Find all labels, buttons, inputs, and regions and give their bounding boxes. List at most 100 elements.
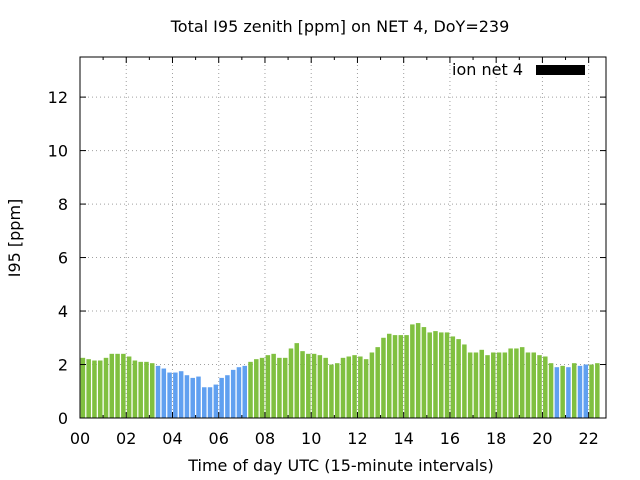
bar [589, 364, 594, 418]
y-tick-label: 2 [58, 356, 68, 375]
y-tick-label: 10 [48, 142, 68, 161]
legend-label: ion net 4 [452, 60, 523, 79]
x-tick-label: 00 [70, 429, 90, 448]
bar [207, 387, 213, 418]
x-tick-label: 18 [486, 429, 506, 448]
bar [537, 355, 542, 418]
bar [259, 357, 265, 418]
bar [386, 333, 392, 418]
bar [375, 347, 380, 418]
bar [369, 352, 375, 418]
bar [491, 352, 496, 418]
bar [271, 353, 276, 418]
bar [410, 324, 415, 418]
bar [109, 353, 115, 418]
bar [86, 359, 91, 418]
bar [92, 360, 97, 418]
bar [381, 337, 386, 418]
bar [444, 332, 450, 418]
bar [363, 359, 369, 418]
bar [340, 357, 346, 418]
bar [248, 361, 253, 418]
bar [184, 375, 190, 418]
bar [132, 360, 138, 418]
bar [334, 363, 340, 418]
bar [288, 348, 294, 418]
bar [277, 357, 282, 418]
bar [138, 361, 143, 418]
x-tick-label: 06 [209, 429, 229, 448]
bar [103, 357, 109, 418]
x-axis-label: Time of day UTC (15-minute intervals) [187, 456, 494, 475]
bar [306, 353, 311, 418]
bar [462, 344, 467, 418]
bar [352, 355, 357, 418]
bar [242, 365, 247, 418]
bar [433, 331, 438, 418]
x-tick-label: 16 [440, 429, 460, 448]
bar [346, 356, 352, 418]
x-tick-label: 08 [255, 429, 275, 448]
legend-swatch [536, 65, 585, 75]
bar [144, 361, 149, 418]
bar [392, 335, 398, 418]
bar [230, 369, 236, 418]
x-tick-label: 22 [578, 429, 598, 448]
y-tick-label: 6 [58, 249, 68, 268]
x-tick-label: 14 [394, 429, 414, 448]
x-tick-label: 20 [532, 429, 552, 448]
bar [219, 377, 224, 418]
x-tick-label: 12 [347, 429, 367, 448]
bar [167, 372, 172, 418]
y-tick-label: 12 [48, 88, 68, 107]
bar [398, 335, 404, 418]
bar [178, 371, 184, 418]
bar [311, 353, 317, 418]
bar [404, 335, 409, 418]
plot-frame [79, 56, 607, 419]
bar [467, 352, 473, 418]
bar [571, 363, 577, 418]
bar [317, 355, 323, 418]
bar [329, 364, 334, 418]
bar [514, 348, 519, 418]
bar [531, 352, 537, 418]
bar [450, 336, 456, 418]
bar [427, 332, 432, 418]
x-tick-label: 02 [116, 429, 136, 448]
bar [595, 363, 600, 418]
y-tick-label: 0 [58, 409, 68, 428]
y-tick-label: 4 [58, 302, 68, 321]
bar [225, 375, 230, 418]
x-tick-label: 04 [162, 429, 182, 448]
bar [554, 367, 560, 418]
bar [519, 347, 525, 418]
y-tick-label: 8 [58, 195, 68, 214]
bar [485, 355, 490, 418]
bar [583, 364, 589, 418]
bar [300, 351, 305, 418]
legend: ion net 4 [452, 60, 585, 79]
bar [577, 365, 583, 418]
bar [525, 352, 531, 418]
bar [126, 356, 132, 418]
bar [294, 343, 300, 418]
bar [548, 363, 554, 418]
bars [80, 323, 600, 418]
bar [358, 356, 363, 418]
bar [415, 323, 421, 418]
bar [566, 367, 571, 418]
bar [213, 384, 219, 418]
bar [196, 376, 201, 418]
bar [121, 353, 126, 418]
bar [543, 356, 548, 418]
y-axis-label: I95 [ppm] [5, 199, 24, 278]
bar [456, 339, 461, 418]
bar [97, 360, 103, 418]
bar [80, 357, 86, 418]
bar [496, 352, 502, 418]
bar [502, 352, 508, 418]
bar [190, 377, 195, 418]
